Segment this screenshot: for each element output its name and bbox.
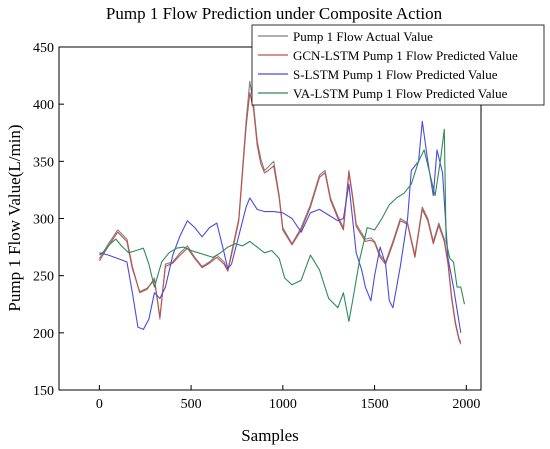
legend-label-va-lstm: VA-LSTM Pump 1 Flow Predicted Value	[293, 86, 508, 101]
legend-label-gcn-lstm: GCN-LSTM Pump 1 Flow Predicted Value	[293, 48, 518, 63]
legend-item-va-lstm: VA-LSTM Pump 1 Flow Predicted Value	[258, 86, 508, 101]
series-line-2	[99, 120, 462, 333]
y-tick-label: 350	[33, 155, 54, 170]
x-axis-ticks: 0 500 1000 1500 2000	[96, 385, 480, 412]
legend-label-actual: Pump 1 Flow Actual Value	[293, 29, 433, 44]
y-tick-label: 300	[33, 213, 54, 228]
legend-box	[251, 24, 545, 106]
y-tick-label: 250	[33, 270, 54, 285]
series-line-1	[98, 92, 462, 345]
y-tick-label: 400	[33, 98, 54, 113]
x-tick-label: 0	[96, 397, 103, 412]
legend: Pump 1 Flow Actual Value GCN-LSTM Pump 1…	[251, 24, 545, 106]
x-tick-label: 1500	[361, 397, 389, 412]
legend-item-actual: Pump 1 Flow Actual Value	[258, 29, 433, 44]
y-tick-label: 150	[33, 384, 54, 399]
series-line-3	[99, 128, 466, 322]
chart-title: Pump 1 Flow Prediction under Composite A…	[106, 4, 443, 23]
y-tick-label: 200	[33, 327, 54, 342]
x-tick-label: 500	[181, 397, 202, 412]
legend-item-gcn-lstm: GCN-LSTM Pump 1 Flow Predicted Value	[258, 48, 518, 63]
y-axis-ticks: 150 200 250 300 350 400 450	[33, 41, 64, 399]
x-axis-label: Samples	[241, 426, 299, 445]
legend-label-s-lstm: S-LSTM Pump 1 Flow Predicted Value	[293, 67, 498, 82]
plot-lines	[98, 80, 466, 345]
x-tick-label: 1000	[269, 397, 297, 412]
y-tick-label: 450	[33, 41, 54, 56]
y-axis-label: Pump 1 Flow Value(L/min)	[5, 124, 24, 311]
x-tick-label: 2000	[452, 397, 480, 412]
series-line-0	[98, 80, 462, 343]
legend-item-s-lstm: S-LSTM Pump 1 Flow Predicted Value	[258, 67, 498, 82]
